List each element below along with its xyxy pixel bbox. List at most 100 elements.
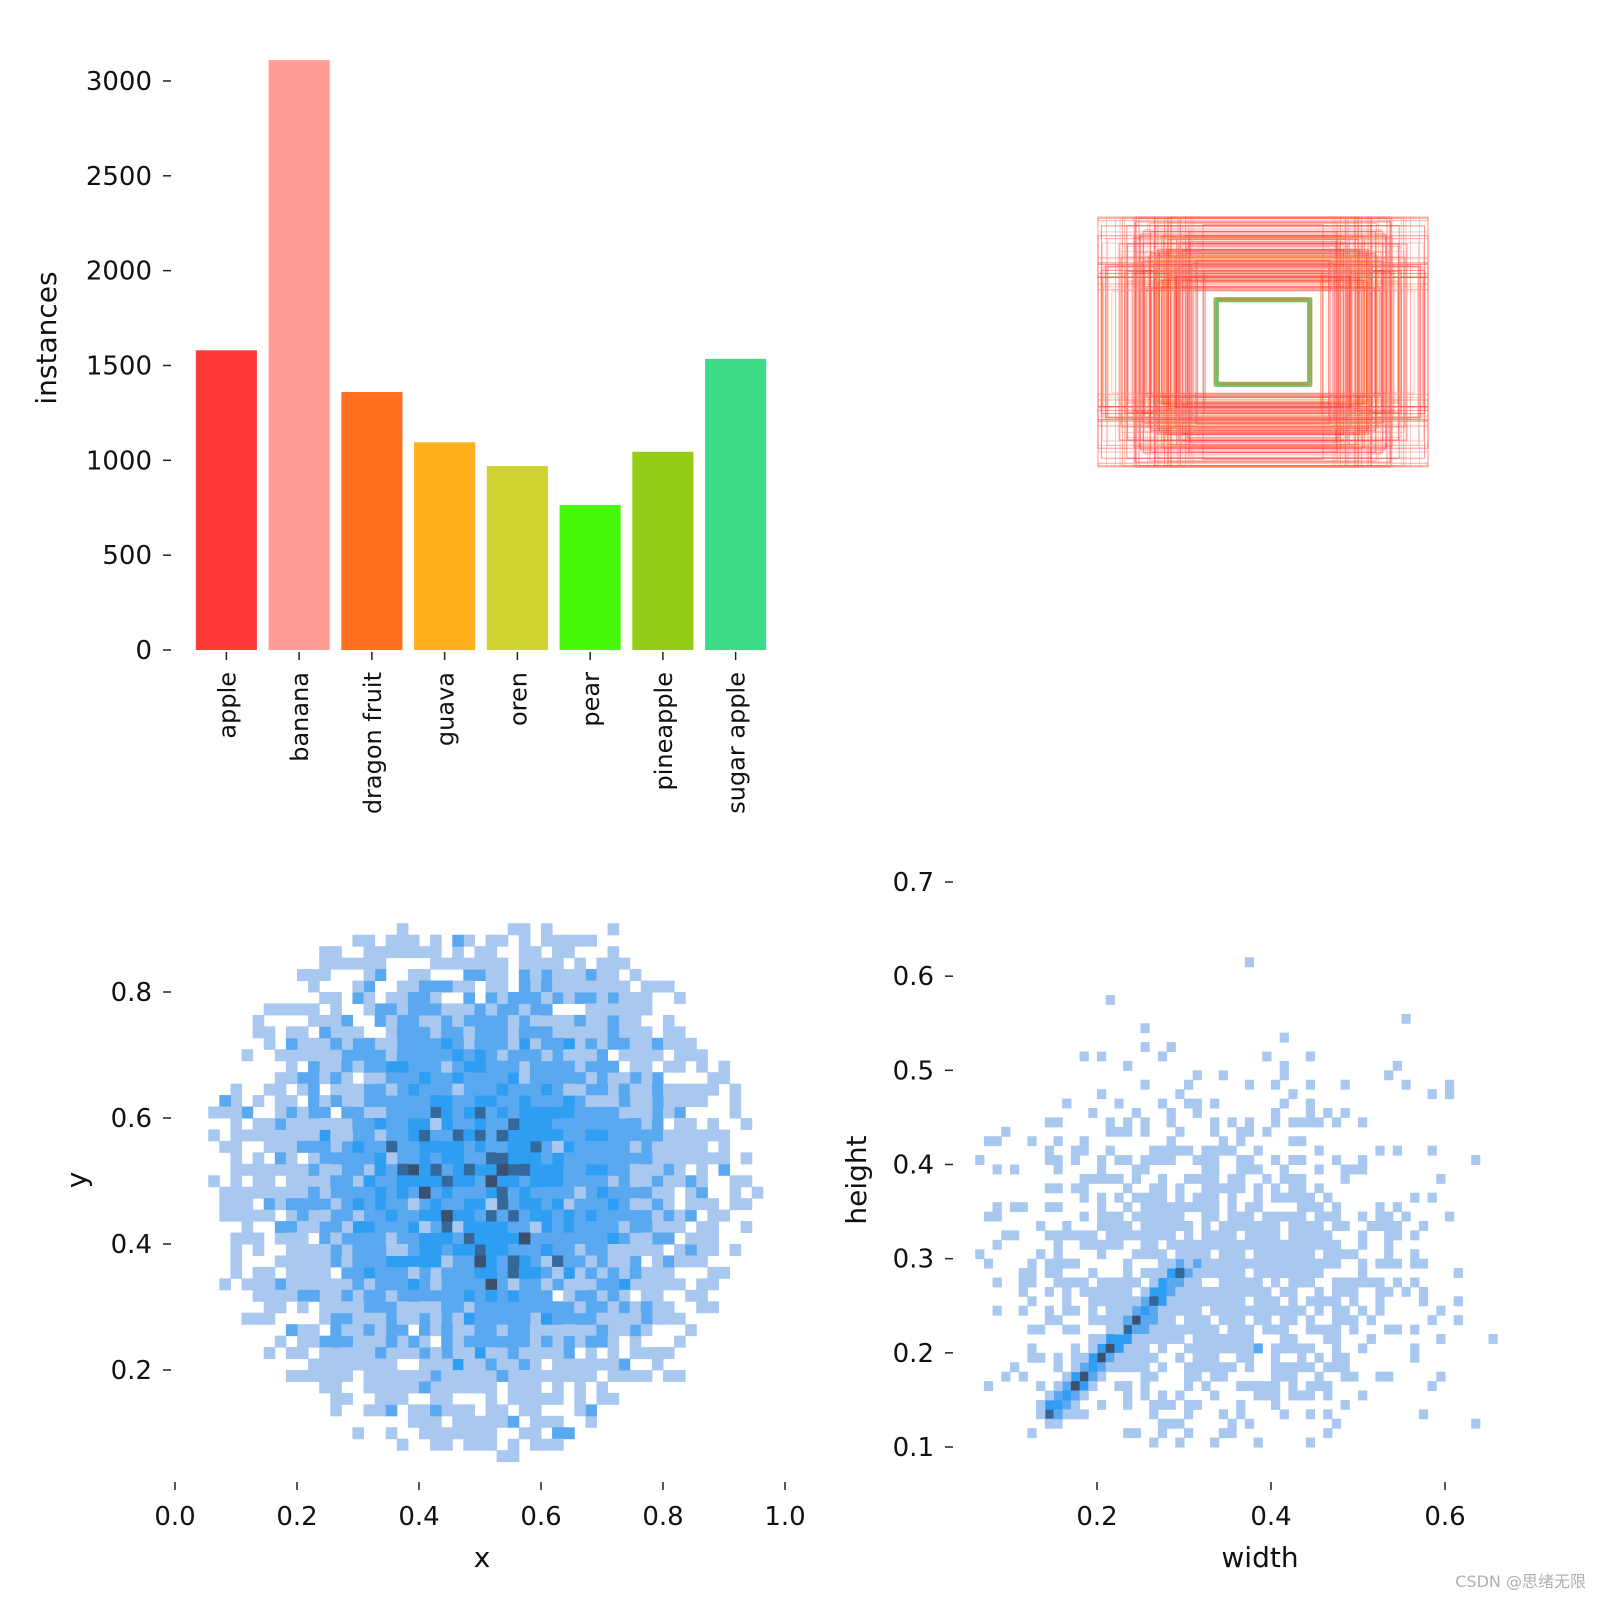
heatmap-cell [696, 1232, 708, 1245]
heatmap-cell [618, 1163, 631, 1176]
heatmap-cell [1184, 1098, 1194, 1109]
heatmap-cell [452, 1335, 464, 1348]
heatmap-cell [441, 1014, 453, 1027]
heatmap-cell [1114, 1126, 1124, 1137]
heatmap-cell [563, 946, 575, 959]
heatmap-cell [330, 1278, 342, 1291]
heatmap-cell [1314, 1381, 1324, 1391]
heatmap-cell [518, 1392, 531, 1405]
heatmap-cell [1114, 1305, 1124, 1316]
heatmap-cell [485, 1289, 498, 1302]
heatmap-cell [319, 1152, 331, 1165]
heatmap-cell [352, 1118, 365, 1130]
heatmap-cell [1131, 1428, 1141, 1439]
heatmap-cell [1140, 1079, 1150, 1090]
heatmap-cell [1279, 1371, 1289, 1382]
heatmap-cell [518, 1301, 531, 1314]
heatmap-cell [1062, 1381, 1072, 1391]
heatmap-cell [230, 1163, 243, 1176]
heatmap-cell [1175, 1268, 1185, 1278]
heatmap-cell [1340, 1221, 1350, 1231]
heatmap-cell [474, 1438, 487, 1451]
heatmap-cell [407, 980, 420, 993]
heatmap-cell [1097, 1155, 1107, 1165]
heatmap-cell [319, 1140, 331, 1153]
heatmap-cell [518, 1072, 531, 1085]
heatmap-cell [363, 1358, 376, 1371]
heatmap-cell [1027, 1268, 1037, 1278]
heatmap-cell [396, 1026, 409, 1039]
xy-y-tick-label: 0.8 [111, 978, 152, 1008]
heatmap-cell [419, 1312, 431, 1325]
heatmap-cell [618, 957, 631, 970]
heatmap-cell [352, 1301, 365, 1314]
heatmap-cell [563, 1072, 575, 1085]
heatmap-cell [363, 1175, 376, 1188]
heatmap-cell [618, 1152, 631, 1165]
heatmap-cell [274, 1152, 287, 1165]
heatmap-cell [1157, 1173, 1168, 1184]
heatmap-cell [1331, 1305, 1342, 1316]
heatmap-cell [463, 1312, 475, 1325]
heatmap-cell [1157, 1286, 1168, 1297]
heatmap-cell [441, 980, 453, 993]
heatmap-cell [552, 1152, 564, 1165]
heatmap-cell [452, 1152, 464, 1165]
heatmap-cell [1297, 1352, 1307, 1363]
heatmap-cell [1384, 1371, 1394, 1382]
heatmap-cell [1149, 1334, 1159, 1344]
heatmap-cell [1088, 1381, 1098, 1391]
heatmap-cell [518, 1095, 531, 1108]
heatmap-cell [518, 1255, 531, 1268]
heatmap-cell [696, 1060, 708, 1073]
heatmap-cell [607, 957, 620, 970]
heatmap-cell [1236, 1221, 1246, 1231]
heatmap-cell [1331, 1221, 1342, 1231]
heatmap-cell [1262, 1324, 1272, 1335]
heatmap-cell [1288, 1136, 1298, 1147]
heatmap-cell [419, 1118, 431, 1130]
heatmap-cell [352, 1198, 365, 1211]
heatmap-cell [1271, 1371, 1281, 1382]
heatmap-cell [1140, 1164, 1150, 1175]
heatmap-cell [374, 1049, 387, 1062]
heatmap-cell [341, 1175, 353, 1188]
heatmap-cell [529, 1392, 542, 1405]
heatmap-cell [1053, 1362, 1063, 1373]
bar-y-tick-label: 500 [102, 541, 152, 571]
heatmap-cell [1123, 1324, 1133, 1335]
heatmap-cell [396, 1003, 409, 1016]
heatmap-cell [1210, 1352, 1220, 1363]
bounding-box [1125, 259, 1401, 425]
heatmap-cell [363, 1186, 376, 1199]
bar-pineapple [632, 451, 694, 650]
heatmap-cell [297, 1221, 309, 1234]
heatmap-cell [374, 1152, 387, 1165]
heatmap-cell [452, 1186, 464, 1199]
heatmap-cell [1157, 1343, 1168, 1354]
heatmap-cell [607, 1106, 620, 1119]
heatmap-cell [441, 1324, 453, 1337]
heatmap-cell [285, 1095, 298, 1108]
heatmap-cell [485, 1083, 498, 1096]
heatmap-cell [1323, 1409, 1333, 1420]
heatmap-cell [452, 1060, 464, 1073]
heatmap-cell [496, 1404, 509, 1417]
heatmap-cell [574, 1118, 586, 1130]
heatmap-cell [529, 1415, 542, 1428]
heatmap-cell [1149, 1202, 1159, 1213]
heatmap-cell [430, 1095, 442, 1108]
heatmap-cell [585, 1037, 597, 1050]
heatmap-cell [596, 1221, 609, 1234]
heatmap-cell [1062, 1098, 1072, 1109]
heatmap-cell [629, 1244, 642, 1256]
heatmap-cell [651, 1232, 664, 1245]
heatmap-cell [441, 1255, 453, 1268]
heatmap-cell [1131, 1108, 1141, 1118]
heatmap-cell [263, 1301, 276, 1314]
heatmap-cell [1314, 1286, 1324, 1297]
heatmap-cell [285, 1140, 298, 1153]
heatmap-cell [1123, 1343, 1133, 1354]
heatmap-cell [274, 1095, 287, 1108]
heatmap-cell [396, 1118, 409, 1130]
